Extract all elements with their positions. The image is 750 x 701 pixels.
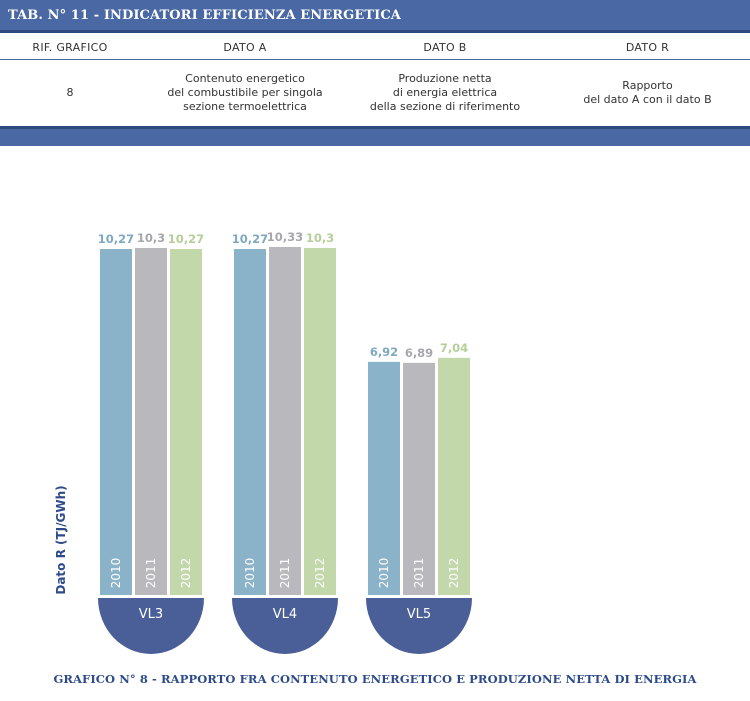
bar-vl5-2012 <box>438 357 470 595</box>
group-label: VL4 <box>273 607 297 622</box>
header-dato-b: DATO B <box>423 41 467 54</box>
value-label: 10,27 <box>168 232 204 246</box>
separator-band <box>0 126 750 146</box>
value-label: 7,04 <box>440 341 468 355</box>
cell-dato-a: Contenuto energetico del combustibile pe… <box>167 72 323 113</box>
table-title-bar: TAB. N° 11 - INDICATORI EFFICIENZA ENERG… <box>0 0 750 33</box>
group-base-vl4 <box>232 598 338 654</box>
group-base-vl5 <box>366 598 472 654</box>
value-label: 6,92 <box>370 345 398 359</box>
year-label: 2012 <box>179 558 193 589</box>
y-axis-label: Dato R (TJ/GWh) <box>54 485 68 594</box>
value-label: 10,3 <box>306 231 334 245</box>
bar-vl5-2011 <box>403 362 435 595</box>
year-label: 2010 <box>109 558 123 589</box>
year-label: 2012 <box>447 558 461 589</box>
value-label: 10,27 <box>232 232 268 246</box>
bar-vl3-2010 <box>100 249 132 595</box>
chart-caption: GRAFICO N° 8 - RAPPORTO FRA CONTENUTO EN… <box>53 672 697 686</box>
year-label: 2010 <box>243 558 257 589</box>
bar-vl3-2012 <box>170 249 202 595</box>
cell-rif-grafico: 8 <box>66 86 74 99</box>
bar-vl4-2011 <box>269 246 301 595</box>
year-label: 2011 <box>412 558 426 589</box>
cell-dato-r: Rapporto del dato A con il dato B <box>583 79 712 106</box>
value-label: 6,89 <box>405 346 433 360</box>
header-dato-r: DATO R <box>625 41 670 54</box>
header-dato-a: DATO A <box>223 41 267 54</box>
cell-dato-b: Produzione netta di energia elettrica de… <box>369 72 521 113</box>
bar-vl5-2010 <box>368 361 400 595</box>
bar-vl3-2011 <box>135 247 167 595</box>
value-label: 10,33 <box>267 230 303 244</box>
bar-chart: Dato R (TJ/GWh) 10,27 2010 10,3 2011 10,27 201… <box>54 230 472 654</box>
table-header-row: RIF. GRAFICO DATO A DATO B DATO R <box>0 38 750 60</box>
year-label: 2010 <box>377 558 391 589</box>
bar-vl4-2012 <box>304 247 336 595</box>
table-title: TAB. N° 11 - INDICATORI EFFICIENZA ENERG… <box>8 8 401 23</box>
bar-vl4-2010 <box>234 249 266 595</box>
group-label: VL5 <box>407 607 431 622</box>
group-label: VL3 <box>139 607 163 622</box>
value-label: 10,27 <box>98 232 134 246</box>
year-label: 2012 <box>313 558 327 589</box>
header-rif-grafico: RIF. GRAFICO <box>32 41 108 54</box>
group-base-vl3 <box>98 598 204 654</box>
year-label: 2011 <box>144 558 158 589</box>
year-label: 2011 <box>278 558 292 589</box>
value-label: 10,3 <box>137 231 165 245</box>
